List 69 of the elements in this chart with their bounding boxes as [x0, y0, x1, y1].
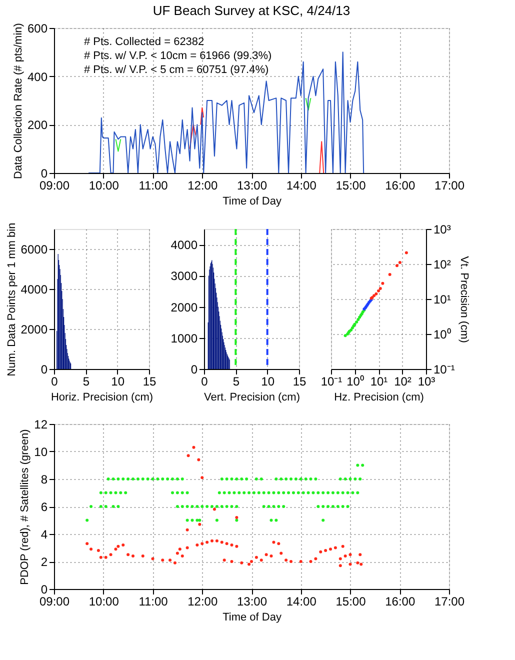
chart-title: UF Beach Survey at KSC, 4/24/13: [152, 3, 350, 18]
y-tick-label: 2000: [170, 300, 198, 314]
x-tick-label: 5: [232, 374, 240, 388]
x-tick-label: 12:00: [188, 178, 218, 192]
y-tick-label: 4: [40, 528, 48, 542]
y-tick-label: 12: [34, 418, 48, 432]
y-tick-label: 6: [40, 500, 48, 514]
annotation: # Pts. Collected = 62382: [84, 36, 204, 48]
x-tick-label: 17:00: [434, 594, 465, 608]
x-tick-label: 15: [292, 374, 306, 388]
x-tick-label: 16:00: [385, 178, 416, 192]
x-tick-label: 10:00: [88, 594, 120, 608]
y-tick-label: 10⁻¹: [434, 362, 455, 376]
y-tick-label: 200: [27, 118, 48, 132]
x-axis-title: Horiz. Precision (cm): [50, 392, 154, 404]
x-tick-label: 0: [51, 374, 58, 388]
x-tick-label: 14:00: [286, 594, 317, 608]
x-tick-label: 11:00: [138, 178, 168, 192]
y-tick-label: 2000: [20, 322, 48, 336]
x-tick-label: 12:00: [188, 594, 218, 608]
x-tick-label: 11:00: [138, 594, 168, 608]
x-tick-label: 13:00: [236, 178, 268, 192]
x-tick-label: 10⁻¹: [320, 374, 342, 388]
x-axis-title: Time of Day: [222, 196, 282, 208]
y-axis-title: PDOP (red), # Satellites (green): [19, 429, 32, 585]
y-tick-label: 0: [40, 166, 48, 180]
annotation: # Pts. w/ V.P. < 5 cm = 60751 (97.4%): [84, 64, 269, 76]
y-tick-label: 600: [27, 22, 48, 36]
x-tick-label: 10¹: [370, 374, 388, 388]
x-tick-label: 16:00: [385, 594, 416, 608]
y-axis-title: Vt. Precision (cm): [458, 256, 470, 343]
y-tick-label: 2: [40, 555, 48, 569]
y-axis-title: Num. Data Points per 1 mm bin: [6, 222, 18, 376]
y-tick-label: 400: [27, 70, 48, 84]
y-tick-label: 0: [40, 362, 48, 376]
x-tick-label: 15: [142, 374, 156, 388]
y-tick-label: 10¹: [434, 292, 451, 306]
y-tick-label: 3000: [170, 269, 198, 284]
x-tick-label: 15:00: [336, 178, 366, 192]
x-tick-label: 09:00: [39, 594, 70, 608]
x-tick-label: 10: [261, 374, 275, 388]
x-tick-label: 5: [82, 374, 90, 388]
y-tick-label: 10: [34, 445, 48, 459]
y-tick-label: 0: [40, 582, 48, 596]
y-tick-label: 10²: [434, 258, 451, 272]
x-axis-title: Time of Day: [222, 612, 282, 624]
x-tick-label: 10:00: [88, 178, 120, 192]
y-tick-label: 8: [40, 472, 48, 486]
x-axis-title: Vert. Precision (cm): [204, 392, 300, 404]
y-tick-label: 4000: [20, 282, 48, 296]
x-tick-label: 10⁰: [346, 374, 364, 388]
y-tick-label: 10³: [434, 222, 451, 236]
x-tick-label: 10³: [418, 374, 436, 388]
x-axis-title: Hz. Precision (cm): [334, 392, 424, 404]
x-tick-label: 13:00: [236, 594, 268, 608]
x-tick-label: 15:00: [336, 594, 366, 608]
x-tick-label: 10²: [394, 374, 412, 388]
x-tick-label: 17:00: [434, 178, 465, 192]
x-tick-label: 14:00: [286, 178, 317, 192]
y-tick-label: 1000: [170, 331, 198, 346]
y-tick-label: 0: [190, 362, 198, 376]
y-axis-title: Data Collection Rate (# pts/min): [12, 23, 24, 179]
x-tick-label: 0: [201, 374, 208, 388]
y-tick-label: 10⁰: [434, 328, 451, 342]
annotation: # Pts. w/ V.P. < 10cm = 61966 (99.3%): [84, 50, 272, 62]
y-tick-label: 4000: [170, 238, 198, 252]
x-tick-label: 10: [111, 374, 125, 388]
x-tick-label: 09:00: [39, 178, 70, 192]
y-tick-label: 6000: [20, 242, 48, 256]
